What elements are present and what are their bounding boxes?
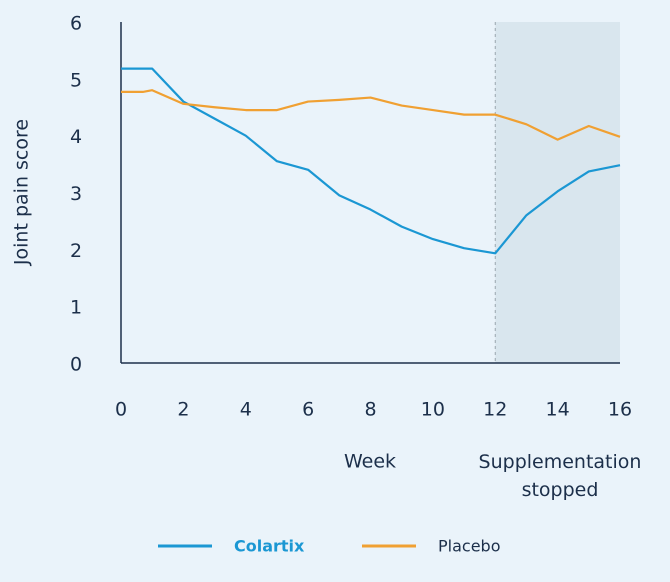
data-line xyxy=(121,67,621,255)
x-axis-label: Week xyxy=(344,451,396,473)
x-tick-label: 14 xyxy=(546,399,570,421)
y-tick-label: 3 xyxy=(70,183,82,205)
y-tick-label: 6 xyxy=(70,13,82,35)
x-tick-label: 12 xyxy=(483,399,507,421)
y-tick-label: 5 xyxy=(70,69,82,91)
x-tick-label: 16 xyxy=(608,399,632,421)
x-tick-label: 0 xyxy=(115,399,127,421)
data-line xyxy=(121,89,621,141)
x-tick-label: 8 xyxy=(364,399,376,421)
y-tick-label: 1 xyxy=(70,297,82,319)
x-tick-label: 2 xyxy=(177,399,189,421)
legend-label: Placebo xyxy=(438,537,500,556)
legend-item: Colartix xyxy=(158,537,305,556)
y-tick-label: 2 xyxy=(70,240,82,262)
x-tick-label: 4 xyxy=(240,399,252,421)
y-tick-label: 4 xyxy=(70,126,82,148)
annotation: Supplementation stopped xyxy=(478,451,642,501)
y-axis-label: Joint pain score xyxy=(11,119,33,266)
x-tick-label: 6 xyxy=(302,399,314,421)
legend-item: Placebo xyxy=(362,537,500,556)
legend-label: Colartix xyxy=(234,537,305,556)
x-tick-label: 10 xyxy=(421,399,445,421)
y-tick-label: 0 xyxy=(70,354,82,376)
